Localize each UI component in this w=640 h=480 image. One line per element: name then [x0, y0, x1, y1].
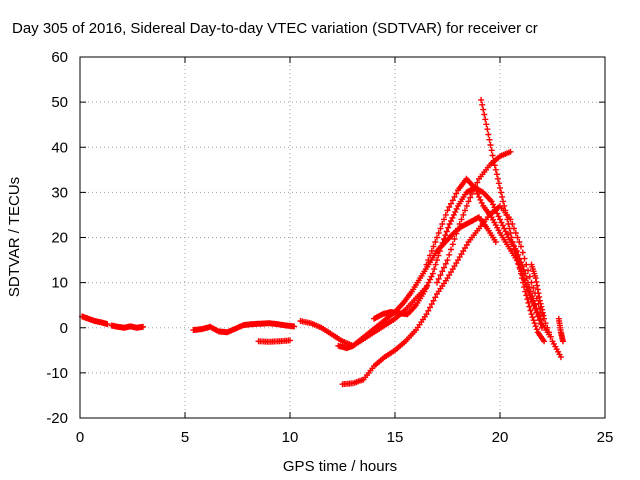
data-point-markers: [190, 320, 298, 336]
grid-lines: [80, 57, 605, 418]
data-point-markers: [478, 96, 548, 345]
y-tick-label: 10: [51, 275, 68, 292]
y-axis-ticks: -20 -10 0 10 20 30 40 50 60: [46, 49, 605, 427]
y-tick-label: 20: [51, 230, 68, 247]
x-tick-label: 5: [181, 429, 189, 446]
x-tick-label: 20: [492, 429, 509, 446]
y-tick-label: 30: [51, 184, 68, 201]
series-arc-4: [255, 337, 293, 345]
data-point-markers: [528, 261, 548, 322]
x-tick-label: 10: [282, 429, 299, 446]
x-tick-label: 15: [387, 429, 404, 446]
series-arc-11: [478, 96, 548, 345]
y-tick-label: 0: [60, 320, 68, 337]
data-point-markers: [79, 313, 111, 328]
data-point-markers: [555, 315, 566, 345]
data-point-markers: [108, 322, 146, 331]
x-axis-label: GPS time / hours: [283, 458, 397, 475]
x-tick-label: 25: [597, 429, 614, 446]
data-points: [79, 96, 566, 388]
y-tick-label: 60: [51, 49, 68, 66]
plot-frame: [79, 56, 606, 419]
y-tick-label: -10: [46, 365, 68, 382]
x-tick-label: 0: [76, 429, 84, 446]
x-axis-ticks: 0 5 10 15 20 25: [76, 57, 614, 446]
y-tick-label: 50: [51, 94, 68, 111]
y-tick-label: 40: [51, 139, 68, 156]
chart-title: Day 305 of 2016, Sidereal Day-to-day VTE…: [12, 20, 538, 37]
series-arc-12: [528, 261, 548, 322]
series-arc-1: [79, 313, 111, 328]
data-point-markers: [423, 175, 545, 331]
series-arc-9: [423, 175, 545, 331]
series-arc-2: [108, 322, 146, 331]
series-arc-3: [190, 320, 298, 336]
data-point-markers: [255, 337, 293, 345]
y-tick-label: -20: [46, 410, 68, 427]
y-axis-label: SDTVAR / TECUs: [6, 177, 23, 297]
series-arc-13: [555, 315, 566, 345]
